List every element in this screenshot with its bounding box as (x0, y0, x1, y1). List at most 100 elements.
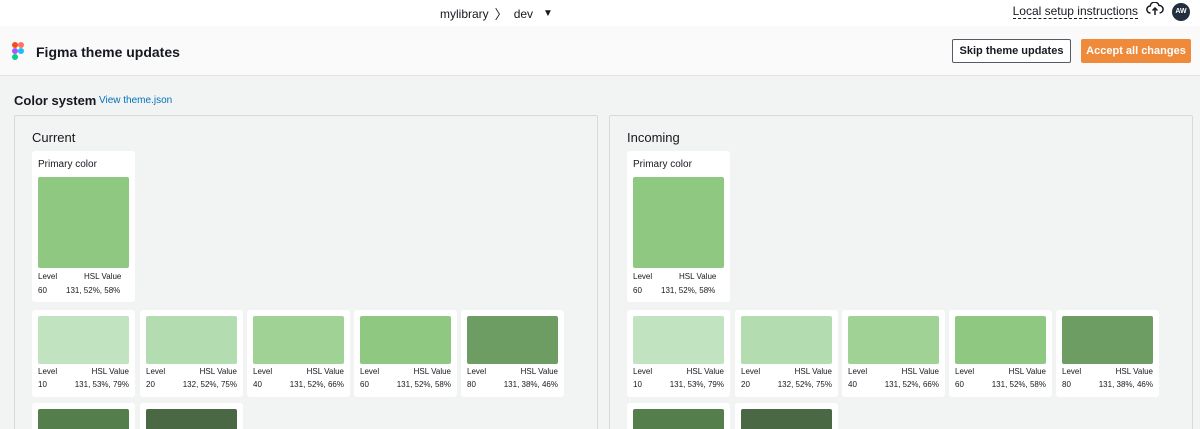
level-header: Level (955, 367, 975, 376)
hsl-header: HSL Value (1008, 367, 1046, 376)
level-header: Level (633, 367, 653, 376)
level-value: 10 (38, 380, 47, 389)
level-value: 20 (741, 380, 750, 389)
section-title: Color system (14, 93, 97, 108)
color-swatch (38, 177, 129, 268)
shade-card: Level HSL Value 60 131, 52%, 58% (949, 310, 1052, 397)
hsl-value: 131, 52%, 58% (991, 380, 1046, 389)
figma-logo-icon (12, 42, 24, 60)
color-swatch (146, 316, 237, 364)
hsl-value: 131, 38%, 46% (1098, 380, 1153, 389)
hsl-header: HSL Value (901, 367, 939, 376)
level-header: Level (1062, 367, 1082, 376)
hsl-value: 131, 52%, 66% (884, 380, 939, 389)
repo-branch-selector[interactable]: mylibrary 〉 dev ▼ (440, 4, 553, 23)
level-value: 60 (633, 286, 642, 295)
shade-card: Level HSL Value 10 131, 53%, 79% (32, 310, 135, 397)
level-header: Level (146, 367, 166, 376)
shade-card (140, 403, 243, 429)
shade-card: Level HSL Value 20 132, 52%, 75% (735, 310, 838, 397)
branch-name: dev (513, 6, 534, 21)
current-panel: Current Primary color Level HSL Value 60… (14, 115, 598, 429)
level-value: 60 (955, 380, 964, 389)
incoming-panel: Incoming Primary color Level HSL Value 6… (609, 115, 1193, 429)
level-header: Level (38, 367, 58, 376)
color-swatch (633, 409, 724, 429)
page-title: Figma theme updates (36, 44, 180, 60)
shade-card (627, 403, 730, 429)
shade-card: Level HSL Value 20 132, 52%, 75% (140, 310, 243, 397)
color-swatch (253, 316, 344, 364)
primary-color-card: Primary color Level HSL Value 60 131, 52… (627, 151, 730, 302)
shade-card: Level HSL Value 80 131, 38%, 46% (1056, 310, 1159, 397)
hsl-value: 131, 53%, 79% (74, 380, 129, 389)
color-swatch (38, 316, 129, 364)
shade-card: Level HSL Value 80 131, 38%, 46% (461, 310, 564, 397)
hsl-header: HSL Value (794, 367, 832, 376)
view-theme-json-link[interactable]: View theme.json (99, 95, 173, 106)
level-value: 60 (38, 286, 47, 295)
hsl-value: 131, 53%, 79% (669, 380, 724, 389)
hsl-value: 132, 52%, 75% (777, 380, 832, 389)
setup-instructions-link[interactable]: Local setup instructions (1012, 4, 1138, 19)
level-value: 10 (633, 380, 642, 389)
color-swatch (633, 316, 724, 364)
repo-name: mylibrary (440, 6, 489, 21)
hsl-header: HSL Value (91, 367, 129, 376)
hsl-value: 131, 52%, 58% (66, 286, 121, 295)
chevron-right-icon: 〉 (494, 7, 508, 22)
hsl-value: 131, 38%, 46% (503, 380, 558, 389)
hsl-value: 131, 52%, 66% (289, 380, 344, 389)
level-value: 20 (146, 380, 155, 389)
level-value: 80 (1062, 380, 1071, 389)
color-swatch (848, 316, 939, 364)
shade-card: Level HSL Value 10 131, 53%, 79% (627, 310, 730, 397)
level-header: Level (467, 367, 487, 376)
hsl-header: HSL Value (520, 367, 558, 376)
color-swatch (360, 316, 451, 364)
hsl-header: HSL Value (306, 367, 344, 376)
hsl-header: HSL Value (84, 272, 122, 281)
hsl-header: HSL Value (199, 367, 237, 376)
shade-card: Level HSL Value 40 131, 52%, 66% (247, 310, 350, 397)
avatar[interactable]: AW (1172, 2, 1190, 21)
shade-card (735, 403, 838, 429)
level-header: Level (360, 367, 380, 376)
top-bar: mylibrary 〉 dev ▼ Local setup instructio… (0, 0, 1200, 26)
level-header: Level (633, 272, 653, 281)
skip-theme-updates-button[interactable]: Skip theme updates (952, 39, 1071, 63)
color-swatch (467, 316, 558, 364)
hsl-header: HSL Value (413, 367, 451, 376)
primary-color-card: Primary color Level HSL Value 60 131, 52… (32, 151, 135, 302)
color-swatch (741, 316, 832, 364)
hsl-header: HSL Value (679, 272, 717, 281)
level-header: Level (38, 272, 58, 281)
level-header: Level (741, 367, 761, 376)
level-value: 40 (848, 380, 857, 389)
hsl-value: 131, 52%, 58% (661, 286, 716, 295)
page-header: Figma theme updates Skip theme updates A… (0, 26, 1200, 76)
card-title: Primary color (38, 159, 97, 170)
color-swatch (38, 409, 129, 429)
caret-down-icon[interactable]: ▼ (543, 8, 553, 19)
shade-card: Level HSL Value 60 131, 52%, 58% (354, 310, 457, 397)
accept-all-changes-button[interactable]: Accept all changes (1081, 39, 1191, 63)
color-swatch (1062, 316, 1153, 364)
cloud-upload-icon[interactable] (1146, 1, 1164, 21)
level-value: 80 (467, 380, 476, 389)
color-swatch (146, 409, 237, 429)
level-header: Level (253, 367, 273, 376)
level-value: 40 (253, 380, 262, 389)
shade-card: Level HSL Value 40 131, 52%, 66% (842, 310, 945, 397)
hsl-header: HSL Value (1115, 367, 1153, 376)
hsl-header: HSL Value (686, 367, 724, 376)
level-header: Level (848, 367, 868, 376)
color-swatch (633, 177, 724, 268)
color-swatch (741, 409, 832, 429)
panel-title: Current (32, 130, 76, 145)
hsl-value: 132, 52%, 75% (182, 380, 237, 389)
panel-title: Incoming (627, 130, 680, 145)
hsl-value: 131, 52%, 58% (396, 380, 451, 389)
color-swatch (955, 316, 1046, 364)
card-title: Primary color (633, 159, 692, 170)
